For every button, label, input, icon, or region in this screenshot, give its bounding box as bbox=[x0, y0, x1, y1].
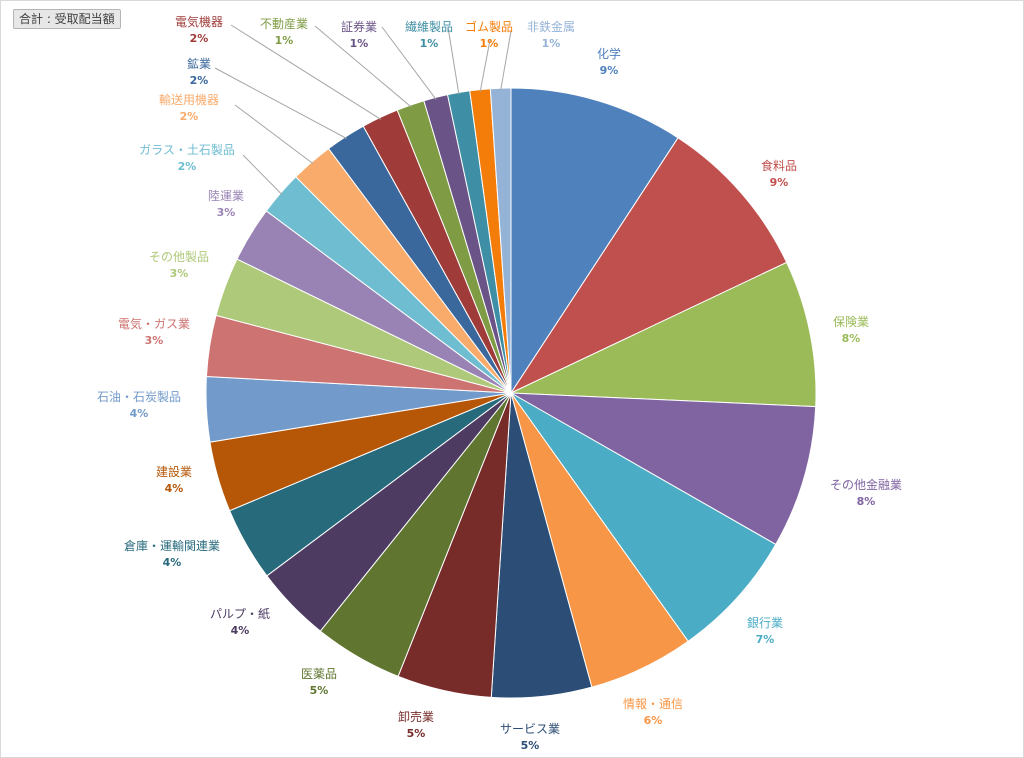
pie-slice-4[interactable] bbox=[510, 392, 817, 546]
slice-value-23: 1% bbox=[420, 37, 439, 50]
pie-slice-2[interactable] bbox=[509, 137, 788, 395]
data-labels: 化学 9% 食料品 9% 保険業 8% その他金融業 8% 銀行業 7% 情報・通信 6% サービス業 5… bbox=[97, 14, 902, 752]
slice-label-14: 電気・ガス業 bbox=[118, 316, 190, 331]
slice-label-21: 不動産業 bbox=[260, 16, 308, 31]
slice-label-4: その他金融業 bbox=[830, 477, 902, 492]
slice-value-21: 1% bbox=[275, 34, 294, 47]
slice-label-13: 石油・石炭製品 bbox=[97, 390, 181, 404]
slice-label-24: ゴム製品 bbox=[465, 19, 513, 34]
slice-label-25: 非鉄金属 bbox=[527, 19, 575, 34]
slice-value-24: 1% bbox=[480, 37, 499, 50]
slice-value-6: 6% bbox=[644, 714, 663, 727]
slice-value-18: 2% bbox=[180, 110, 199, 123]
slice-value-17: 2% bbox=[178, 160, 197, 173]
leader-line-18 bbox=[234, 104, 314, 164]
slice-value-10: 4% bbox=[231, 624, 250, 637]
slice-value-12: 4% bbox=[165, 482, 184, 495]
slice-label-18: 輸送用機器 bbox=[159, 92, 219, 107]
pie-slice-3[interactable] bbox=[510, 261, 817, 408]
slice-label-2: 食料品 bbox=[761, 158, 797, 173]
pie-slice-1[interactable] bbox=[510, 87, 679, 395]
slice-label-17: ガラス・土石製品 bbox=[139, 143, 235, 157]
slice-label-23: 繊維製品 bbox=[405, 20, 453, 34]
leader-line-21 bbox=[314, 25, 412, 108]
slice-value-9: 5% bbox=[310, 684, 329, 697]
slice-value-25: 1% bbox=[542, 37, 561, 50]
slice-value-16: 3% bbox=[217, 206, 236, 219]
slice-label-10: パルプ・紙 bbox=[210, 606, 270, 621]
slice-value-5: 7% bbox=[756, 633, 775, 646]
field-button[interactable]: 合計 : 受取配当額 bbox=[13, 9, 121, 29]
slice-value-4: 8% bbox=[857, 495, 876, 508]
leader-line-19 bbox=[214, 67, 347, 139]
leader-lines bbox=[214, 24, 512, 195]
pie-slice-5[interactable] bbox=[510, 392, 777, 642]
leader-line-25 bbox=[500, 30, 512, 91]
leader-line-24 bbox=[479, 39, 491, 92]
leader-line-20 bbox=[230, 24, 382, 120]
slice-value-7: 5% bbox=[521, 739, 540, 752]
slice-value-11: 4% bbox=[163, 556, 182, 569]
slice-value-22: 1% bbox=[350, 37, 369, 50]
slice-value-3: 8% bbox=[842, 332, 861, 345]
slice-label-15: その他製品 bbox=[149, 250, 209, 264]
slice-label-8: 卸売業 bbox=[398, 709, 434, 724]
slice-label-16: 陸運業 bbox=[208, 189, 244, 203]
slice-label-19: 鉱業 bbox=[187, 56, 211, 71]
slice-label-7: サービス業 bbox=[500, 722, 560, 736]
leader-line-22 bbox=[381, 26, 437, 100]
slice-value-19: 2% bbox=[190, 74, 209, 87]
slice-value-14: 3% bbox=[145, 334, 164, 347]
slice-label-22: 証券業 bbox=[341, 19, 377, 34]
slice-label-6: 情報・通信 bbox=[623, 697, 683, 711]
slice-value-13: 4% bbox=[130, 407, 149, 420]
slice-label-12: 建設業 bbox=[156, 464, 192, 479]
slice-value-1: 9% bbox=[600, 64, 619, 77]
slice-label-9: 医薬品 bbox=[301, 667, 337, 681]
slice-label-11: 倉庫・運輸関連業 bbox=[124, 538, 220, 553]
slice-value-20: 2% bbox=[190, 32, 209, 45]
slice-label-5: 銀行業 bbox=[747, 616, 783, 630]
slice-label-1: 化学 bbox=[597, 46, 621, 61]
leader-line-17 bbox=[242, 154, 283, 195]
slice-label-20: 電気機器 bbox=[175, 14, 223, 29]
slice-label-3: 保険業 bbox=[833, 315, 869, 329]
slice-value-15: 3% bbox=[170, 267, 189, 280]
slice-value-2: 9% bbox=[770, 176, 789, 189]
slice-value-8: 5% bbox=[407, 727, 426, 740]
pie-slices bbox=[205, 87, 817, 699]
leader-line-23 bbox=[447, 26, 460, 95]
